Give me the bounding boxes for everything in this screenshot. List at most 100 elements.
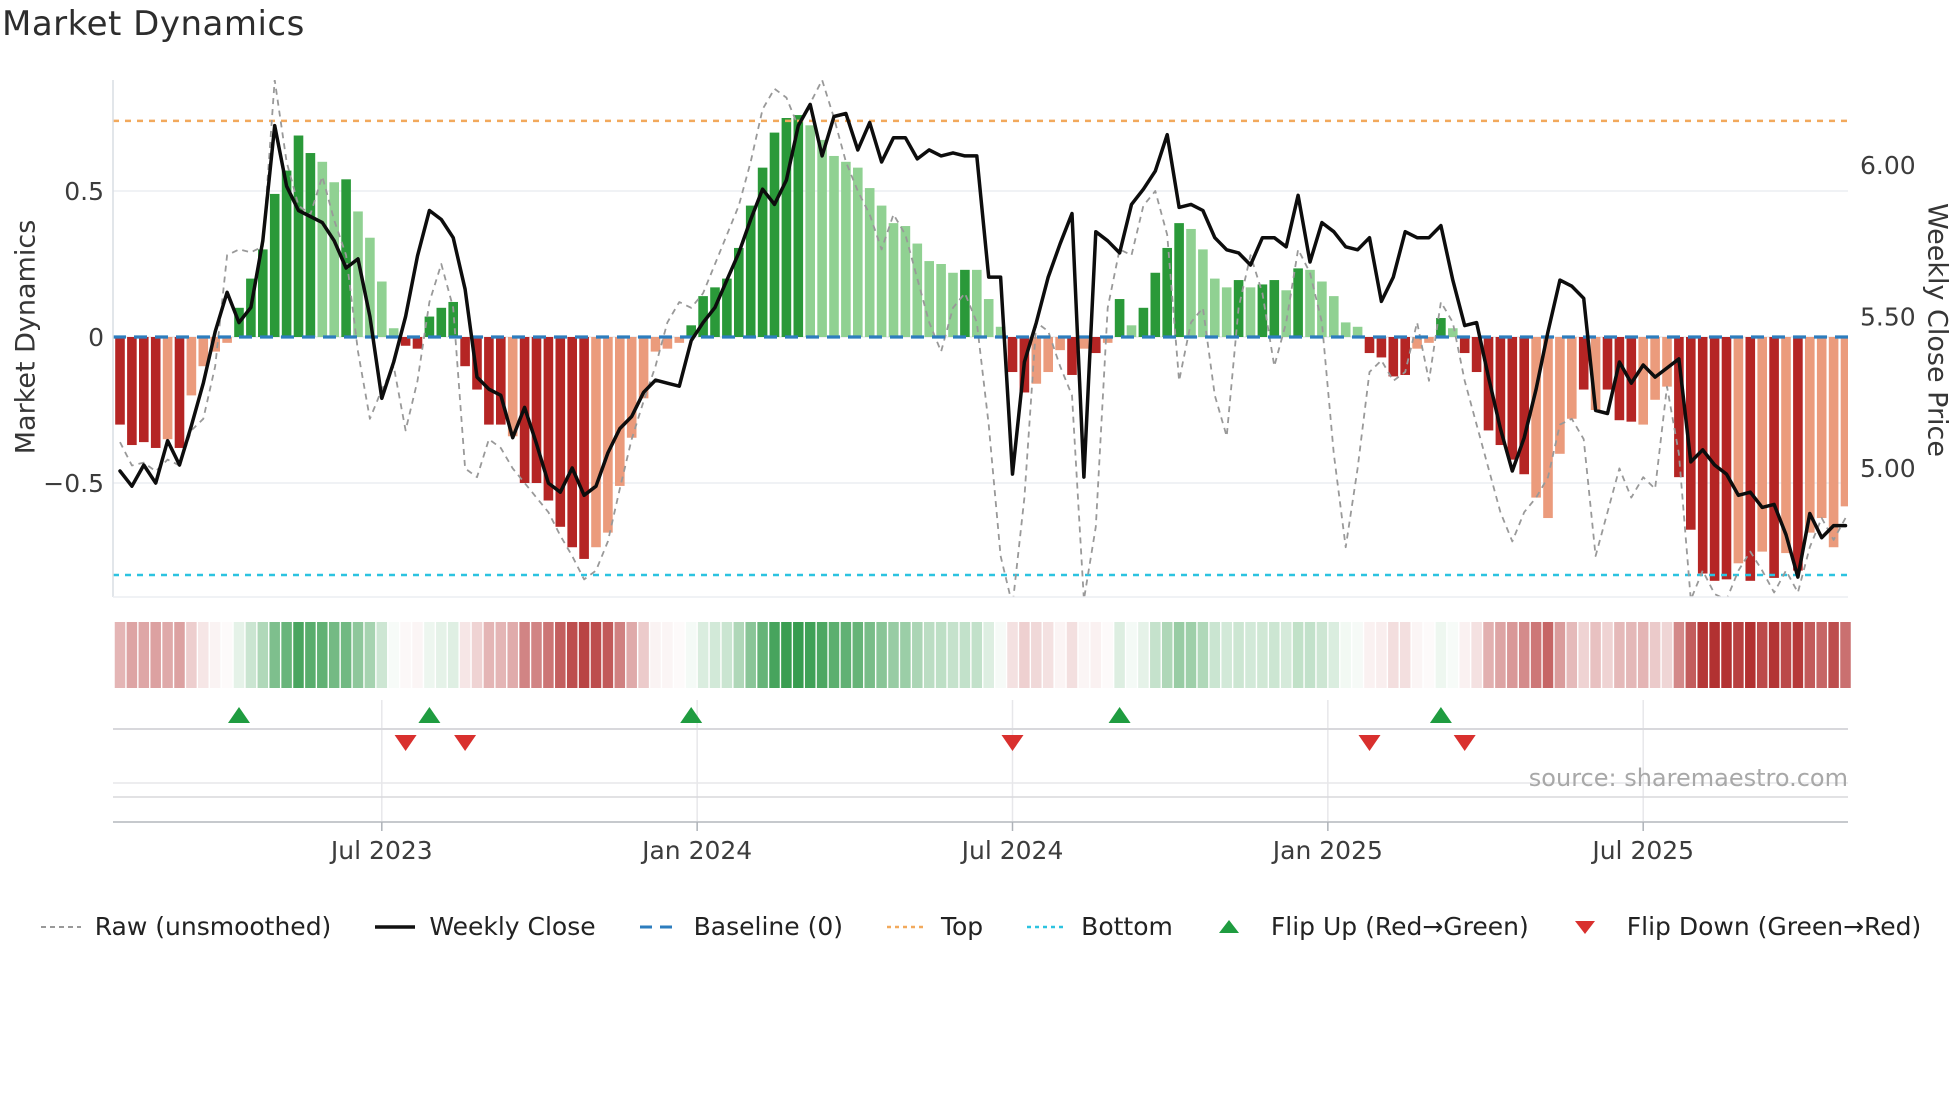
heatmap-cell <box>459 622 471 688</box>
dynamics-bar <box>1317 281 1327 337</box>
heatmap-cell <box>1471 622 1482 688</box>
dynamics-bar <box>1043 337 1053 373</box>
dynamics-bar <box>1578 337 1589 390</box>
dynamics-bar <box>1697 337 1708 574</box>
dynamics-bar <box>1079 337 1089 349</box>
heatmap-cell <box>436 622 447 688</box>
heatmap-cell <box>769 622 780 688</box>
heatmap-cell <box>1399 622 1411 688</box>
source-credit: source: sharemaestro.com <box>1528 764 1848 792</box>
dynamics-bar <box>1210 278 1220 337</box>
dynamics-bar <box>305 153 316 337</box>
dynamics-bar <box>948 272 958 337</box>
dynamics-bar <box>1329 296 1339 337</box>
dynamics-bar <box>1412 337 1422 349</box>
dynamics-bar <box>150 337 161 448</box>
dynamics-bar <box>1340 322 1351 337</box>
dynamics-bar <box>1436 318 1446 337</box>
dynamics-bar <box>555 337 566 527</box>
heatmap-cell <box>840 622 852 688</box>
heatmap-cell <box>1459 622 1470 688</box>
heatmap-cell <box>1673 622 1685 688</box>
heatmap-cell <box>1161 622 1173 688</box>
heatmap-cell <box>1245 622 1256 688</box>
flip-down-marker-icon <box>454 735 477 751</box>
dynamics-bar <box>258 249 268 337</box>
legend-label: Flip Down (Green→Red) <box>1626 912 1922 941</box>
heatmap-cell <box>114 622 126 688</box>
heatmap-cell <box>400 622 411 688</box>
dynamics-bar <box>1126 325 1137 337</box>
flip-marker-panel <box>113 700 1848 823</box>
heatmap-cell <box>305 622 316 688</box>
dynamics-bar <box>1638 337 1648 425</box>
left-tick-label: −0.5 <box>43 469 104 498</box>
heatmap-cell <box>590 622 602 688</box>
heatmap-cell <box>626 622 637 688</box>
dynamics-bar <box>1507 337 1518 460</box>
dynamics-bar <box>579 337 589 559</box>
dashed-line-icon <box>40 925 81 928</box>
dynamics-bar <box>1031 337 1042 384</box>
heatmap-cell <box>555 622 566 688</box>
heatmap-cell <box>923 622 935 688</box>
dynamics-bar <box>1733 337 1744 564</box>
dynamics-bar <box>1221 287 1232 337</box>
heatmap-cell <box>1066 622 1078 688</box>
dynamics-bar <box>531 337 542 483</box>
dynamics-bar <box>876 205 887 337</box>
dynamics-bar <box>1602 337 1613 390</box>
dynamics-bar <box>924 261 934 337</box>
dynamics-bar <box>638 337 649 399</box>
dynamics-bar <box>662 337 673 349</box>
dynamics-bar <box>960 269 970 337</box>
heatmap-cell <box>1590 622 1601 688</box>
heatmap-cell <box>543 622 554 688</box>
heatmap-cell <box>317 622 328 688</box>
dynamics-bar <box>139 337 149 443</box>
heatmap-cell <box>257 622 269 688</box>
dynamics-bar <box>686 325 696 337</box>
legend-item-dashed-line: Raw (unsmoothed) <box>39 912 332 941</box>
heatmap-cell <box>1185 622 1197 688</box>
flip-down-marker-icon <box>394 735 417 751</box>
dynamics-bar <box>841 161 851 337</box>
dynamics-bar <box>1495 337 1506 446</box>
heatmap-cell <box>1828 622 1839 688</box>
dynamics-bar <box>293 135 304 337</box>
heatmap-cell <box>1280 622 1292 688</box>
heatmap-cell <box>471 622 483 688</box>
heatmap-cell <box>412 622 423 688</box>
dynamics-bar <box>567 337 577 548</box>
dynamics-bar <box>1186 228 1196 337</box>
dotted-line-icon <box>886 925 927 928</box>
dynamics-bar <box>1388 337 1399 377</box>
left-tick-label: 0.5 <box>64 177 104 206</box>
heatmap-cell <box>1542 622 1554 688</box>
heatmap-cell <box>876 622 887 688</box>
dynamics-bar <box>603 337 613 533</box>
x-tick-label: Jul 2025 <box>1590 836 1694 865</box>
legend-item-solid-line: Weekly Close <box>373 912 596 941</box>
heatmap-cell <box>1197 622 1209 688</box>
legend-label: Raw (unsmoothed) <box>94 912 332 941</box>
heatmap-cell <box>174 622 185 688</box>
dynamics-bar <box>829 155 839 337</box>
dynamics-bar <box>1816 337 1827 519</box>
dynamics-bar <box>1305 269 1315 337</box>
dynamics-bar <box>269 193 280 337</box>
dashed-line-icon <box>639 925 680 928</box>
triangle-down-icon <box>1574 920 1595 934</box>
dynamics-bar <box>186 337 197 396</box>
dynamics-bar <box>1793 337 1803 571</box>
heatmap-cell <box>1435 622 1447 688</box>
dynamics-bar <box>1709 337 1720 581</box>
dynamics-bar <box>936 264 946 337</box>
flip-down-marker-icon <box>1453 735 1476 751</box>
heatmap-cell <box>1554 622 1566 688</box>
dynamics-bar <box>1352 326 1363 337</box>
heatmap-cell <box>1340 622 1351 688</box>
heatmap-cell <box>126 622 138 688</box>
dynamics-bar <box>1686 337 1696 530</box>
